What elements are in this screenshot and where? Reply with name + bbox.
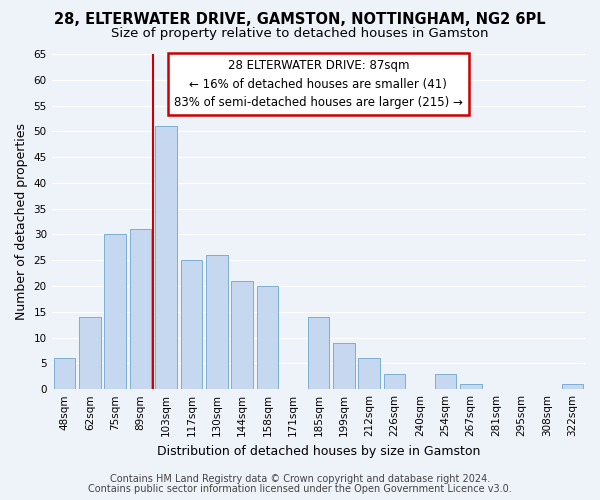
Text: 28 ELTERWATER DRIVE: 87sqm
← 16% of detached houses are smaller (41)
83% of semi: 28 ELTERWATER DRIVE: 87sqm ← 16% of deta…: [174, 59, 463, 109]
Bar: [308, 317, 329, 389]
Bar: [257, 286, 278, 389]
X-axis label: Distribution of detached houses by size in Gamston: Distribution of detached houses by size …: [157, 444, 480, 458]
Bar: [384, 374, 406, 389]
Text: 28, ELTERWATER DRIVE, GAMSTON, NOTTINGHAM, NG2 6PL: 28, ELTERWATER DRIVE, GAMSTON, NOTTINGHA…: [54, 12, 546, 28]
Bar: [562, 384, 583, 389]
Bar: [460, 384, 482, 389]
Bar: [155, 126, 177, 389]
Bar: [181, 260, 202, 389]
Y-axis label: Number of detached properties: Number of detached properties: [15, 123, 28, 320]
Bar: [104, 234, 126, 389]
Text: Contains HM Land Registry data © Crown copyright and database right 2024.: Contains HM Land Registry data © Crown c…: [110, 474, 490, 484]
Bar: [358, 358, 380, 389]
Bar: [53, 358, 75, 389]
Bar: [333, 343, 355, 389]
Bar: [130, 230, 151, 389]
Bar: [206, 255, 227, 389]
Bar: [434, 374, 456, 389]
Bar: [79, 317, 101, 389]
Text: Size of property relative to detached houses in Gamston: Size of property relative to detached ho…: [111, 28, 489, 40]
Text: Contains public sector information licensed under the Open Government Licence v3: Contains public sector information licen…: [88, 484, 512, 494]
Bar: [232, 281, 253, 389]
